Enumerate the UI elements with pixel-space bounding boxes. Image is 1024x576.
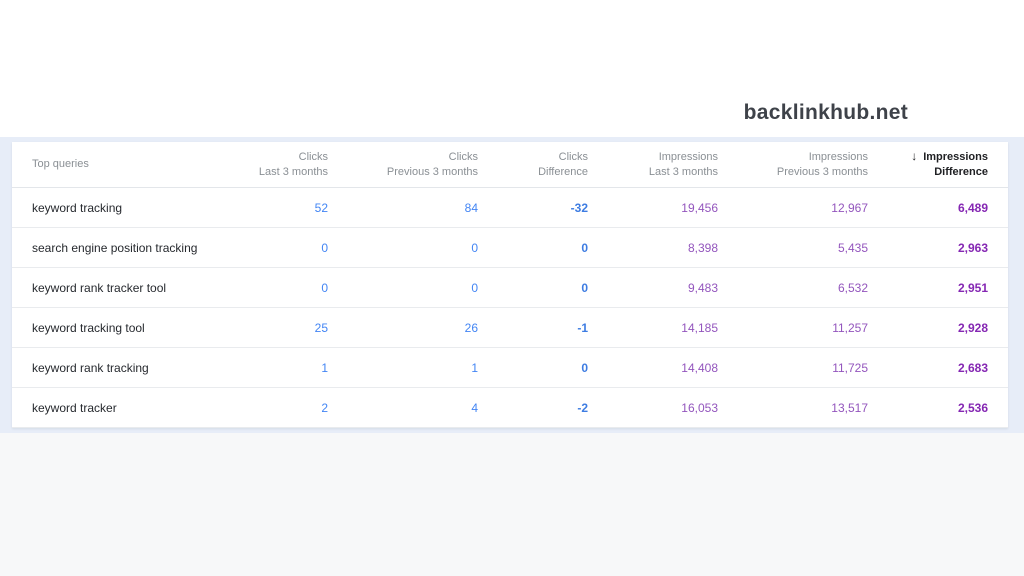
clicks-last-cell: 0 bbox=[321, 240, 328, 255]
col-header-line1: Clicks bbox=[298, 150, 328, 163]
col-header-clicks-previous[interactable]: Clicks Previous 3 months bbox=[328, 150, 478, 180]
table-row[interactable]: keyword tracker 2 4 -2 16,053 13,517 2,5… bbox=[12, 388, 1008, 428]
clicks-last-cell: 0 bbox=[321, 280, 328, 295]
col-header-line2: Difference bbox=[538, 165, 588, 178]
clicks-last-cell: 25 bbox=[314, 320, 328, 335]
impressions-last-cell: 8,398 bbox=[687, 240, 718, 255]
query-cell[interactable]: keyword rank tracking bbox=[32, 360, 149, 375]
col-header-impressions-last[interactable]: Impressions Last 3 months bbox=[588, 150, 718, 180]
clicks-difference-cell: 0 bbox=[581, 280, 588, 295]
clicks-last-cell: 2 bbox=[321, 400, 328, 415]
table-row[interactable]: keyword rank tracking 1 1 0 14,408 11,72… bbox=[12, 348, 1008, 388]
col-header-line1: ↓ Impressions bbox=[868, 149, 988, 165]
col-header-impressions-difference[interactable]: ↓ Impressions Difference bbox=[868, 149, 988, 180]
impressions-last-cell: 19,456 bbox=[681, 200, 718, 215]
query-cell[interactable]: keyword tracking bbox=[32, 200, 123, 215]
impressions-difference-cell: 2,963 bbox=[957, 240, 988, 255]
clicks-difference-cell: 0 bbox=[581, 360, 588, 375]
col-header-label: Top queries bbox=[32, 158, 89, 170]
impressions-last-cell: 9,483 bbox=[687, 280, 718, 295]
impressions-last-cell: 16,053 bbox=[681, 400, 718, 415]
col-header-line2: Previous 3 months bbox=[386, 165, 478, 178]
table-header-row: Top queries Clicks Last 3 months Clicks … bbox=[12, 142, 1008, 188]
clicks-last-cell: 1 bbox=[321, 360, 328, 375]
impressions-previous-cell: 13,517 bbox=[831, 400, 868, 415]
clicks-previous-cell: 0 bbox=[471, 280, 478, 295]
impressions-difference-cell: 2,683 bbox=[957, 360, 988, 375]
impressions-difference-cell: 2,951 bbox=[957, 280, 988, 295]
impressions-last-cell: 14,185 bbox=[681, 320, 718, 335]
col-header-line2: Last 3 months bbox=[648, 165, 718, 178]
sort-arrow-down-icon: ↓ bbox=[911, 149, 918, 163]
table-row[interactable]: keyword tracking 52 84 -32 19,456 12,967… bbox=[12, 188, 1008, 228]
impressions-previous-cell: 6,532 bbox=[837, 280, 868, 295]
clicks-difference-cell: -1 bbox=[577, 320, 588, 335]
col-header-line2: Previous 3 months bbox=[776, 165, 868, 178]
below-table-background bbox=[0, 433, 1024, 576]
impressions-difference-cell: 2,536 bbox=[957, 400, 988, 415]
col-header-line2: Difference bbox=[934, 166, 988, 178]
query-cell[interactable]: keyword tracking tool bbox=[32, 320, 145, 335]
impressions-previous-cell: 11,725 bbox=[832, 360, 868, 375]
top-queries-table-card: Top queries Clicks Last 3 months Clicks … bbox=[12, 142, 1008, 428]
query-cell[interactable]: search engine position tracking bbox=[32, 240, 198, 255]
clicks-previous-cell: 26 bbox=[464, 320, 478, 335]
clicks-difference-cell: 0 bbox=[581, 240, 588, 255]
impressions-previous-cell: 12,967 bbox=[831, 200, 868, 215]
col-header-clicks-difference[interactable]: Clicks Difference bbox=[478, 150, 588, 180]
impressions-difference-cell: 6,489 bbox=[957, 200, 988, 215]
clicks-previous-cell: 1 bbox=[471, 360, 478, 375]
table-row[interactable]: keyword rank tracker tool 0 0 0 9,483 6,… bbox=[12, 268, 1008, 308]
impressions-last-cell: 14,408 bbox=[681, 360, 718, 375]
table-row[interactable]: search engine position tracking 0 0 0 8,… bbox=[12, 228, 1008, 268]
impressions-difference-cell: 2,928 bbox=[957, 320, 988, 335]
col-header-line1: Clicks bbox=[558, 150, 588, 163]
col-header-line1: Clicks bbox=[448, 150, 478, 163]
clicks-previous-cell: 0 bbox=[471, 240, 478, 255]
query-cell[interactable]: keyword tracker bbox=[32, 400, 117, 415]
col-header-line1: Impressions bbox=[658, 150, 718, 163]
col-header-clicks-last[interactable]: Clicks Last 3 months bbox=[178, 150, 328, 180]
col-header-label: Impressions bbox=[923, 151, 988, 163]
impressions-previous-cell: 11,257 bbox=[832, 320, 868, 335]
impressions-previous-cell: 5,435 bbox=[837, 240, 868, 255]
col-header-top-queries[interactable]: Top queries bbox=[12, 157, 178, 172]
brand-logo-text: backlinkhub.net bbox=[743, 101, 908, 124]
clicks-last-cell: 52 bbox=[314, 200, 328, 215]
clicks-previous-cell: 84 bbox=[464, 200, 478, 215]
col-header-line1: Impressions bbox=[808, 150, 868, 163]
clicks-previous-cell: 4 bbox=[471, 400, 478, 415]
col-header-line2: Last 3 months bbox=[258, 165, 328, 178]
table-row[interactable]: keyword tracking tool 25 26 -1 14,185 11… bbox=[12, 308, 1008, 348]
col-header-impressions-previous[interactable]: Impressions Previous 3 months bbox=[718, 150, 868, 180]
query-cell[interactable]: keyword rank tracker tool bbox=[32, 280, 167, 295]
clicks-difference-cell: -2 bbox=[577, 400, 588, 415]
clicks-difference-cell: -32 bbox=[570, 200, 588, 215]
